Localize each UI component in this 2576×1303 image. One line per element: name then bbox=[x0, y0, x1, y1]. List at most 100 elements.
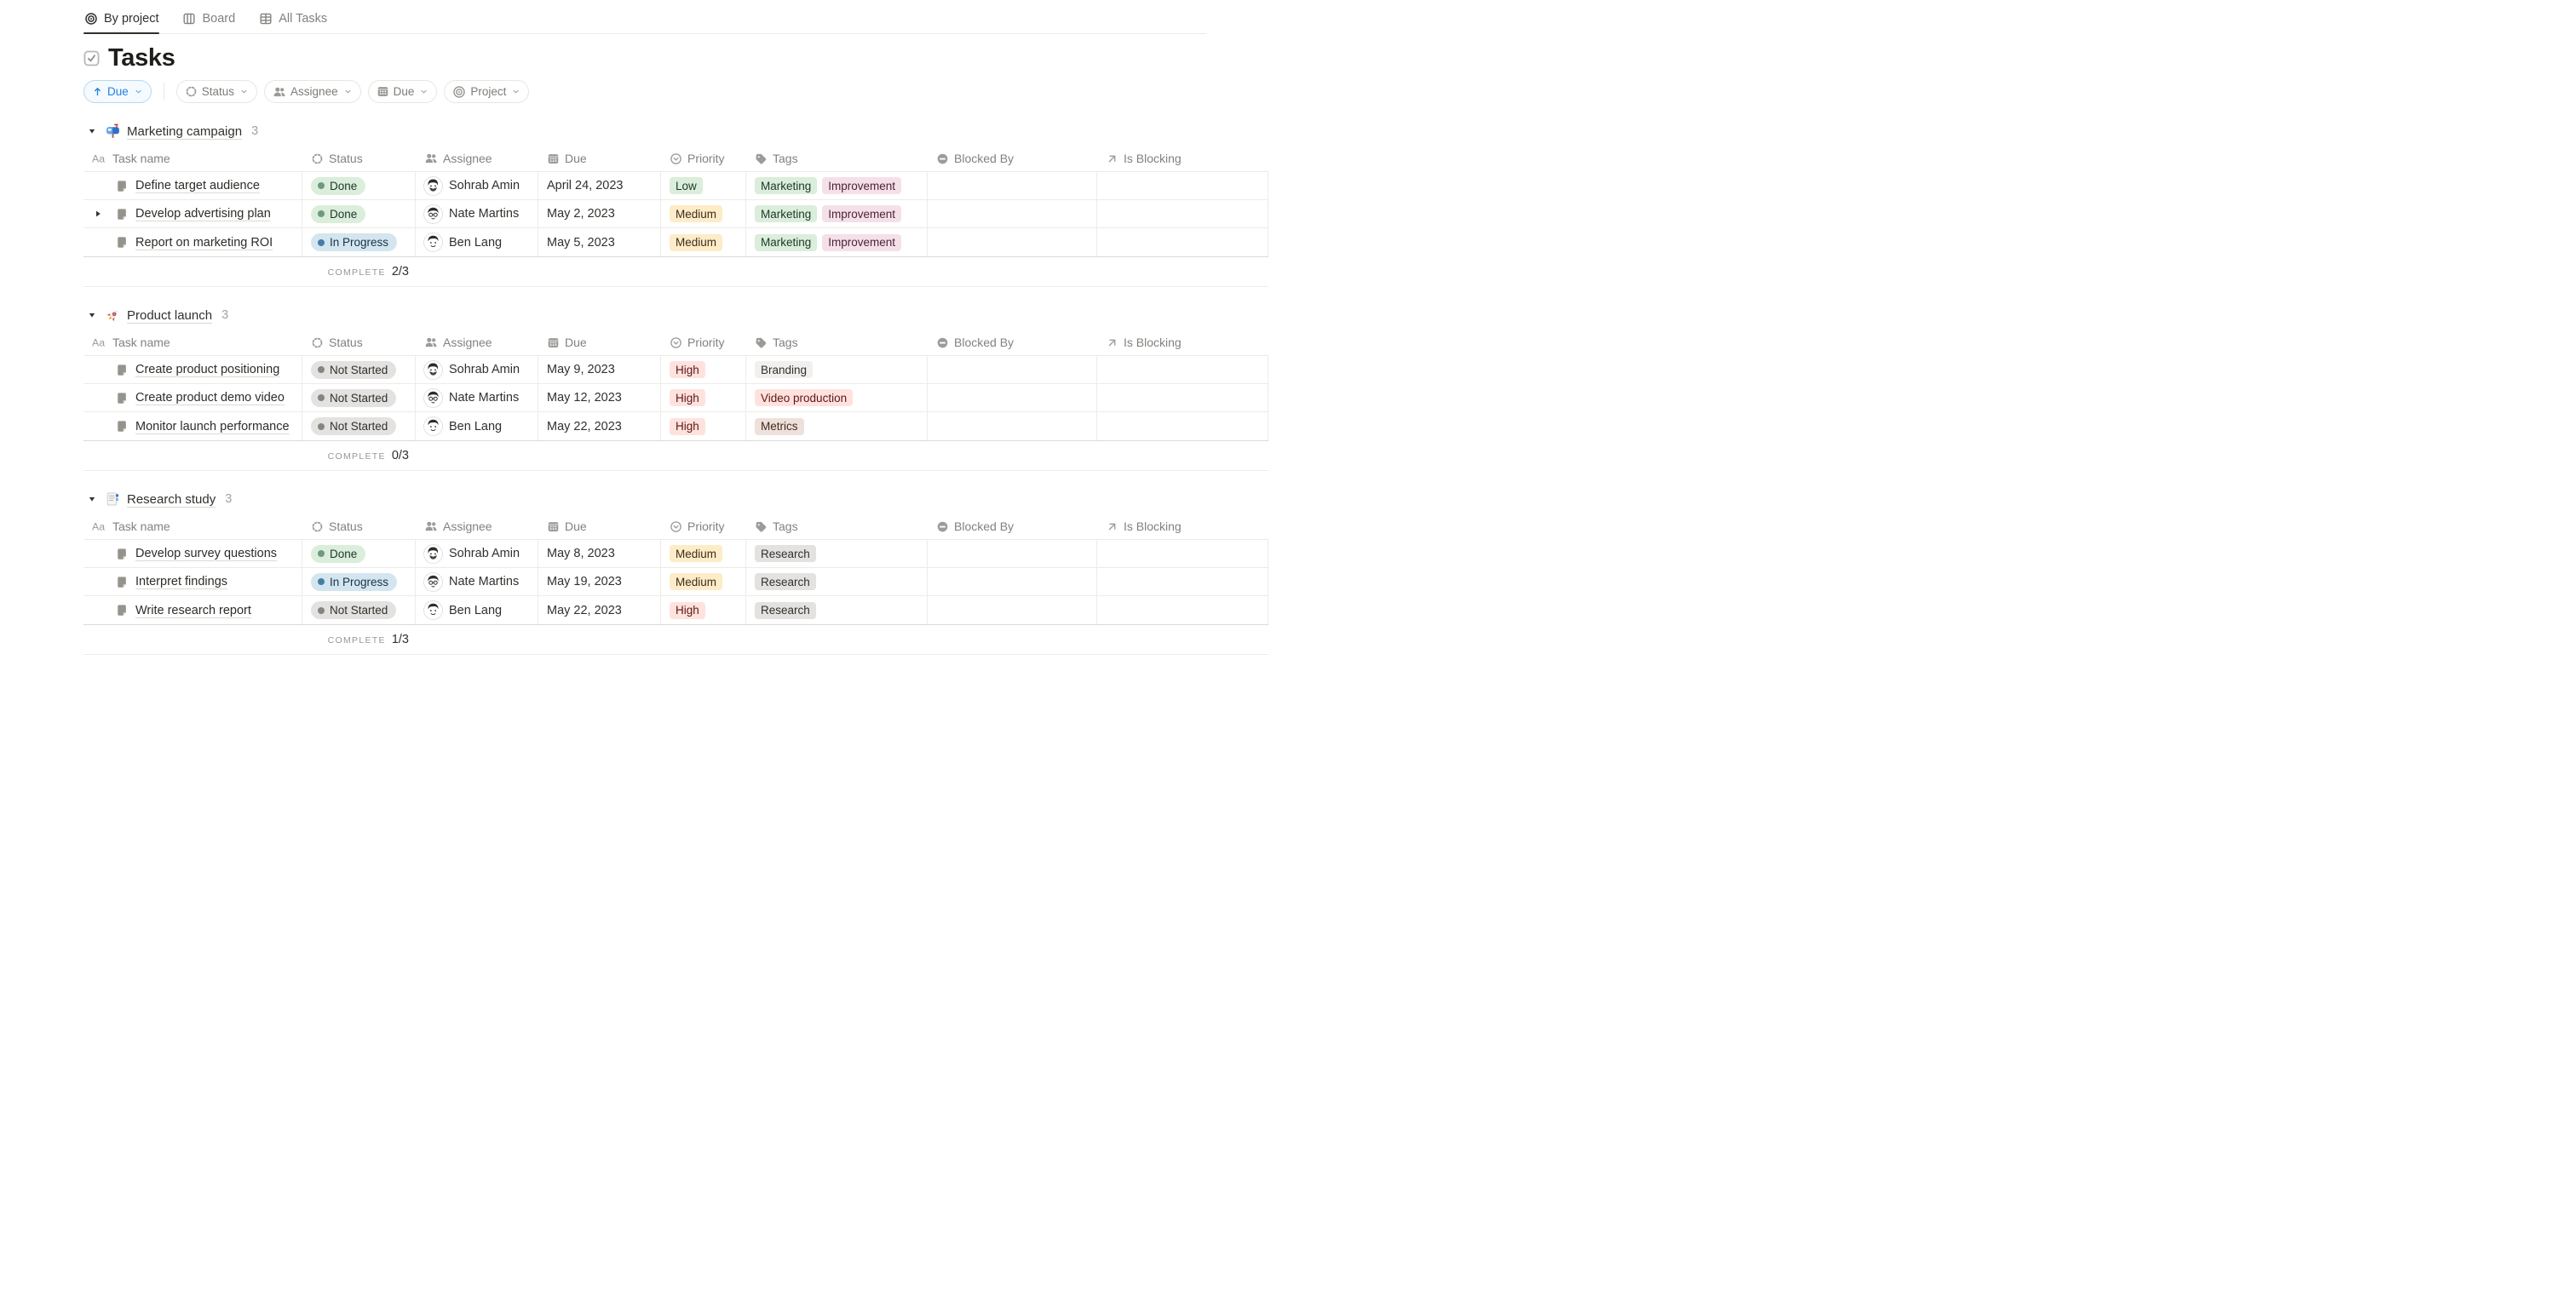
task-name-cell[interactable]: Create product positioning bbox=[83, 356, 302, 383]
blocked-by-cell[interactable] bbox=[928, 412, 1097, 440]
column-header-status[interactable]: Status bbox=[302, 514, 416, 539]
complete-aggregate[interactable]: COMPLETE 0/3 bbox=[83, 441, 416, 470]
priority-pill[interactable]: High bbox=[670, 417, 705, 435]
due-date-cell[interactable]: May 9, 2023 bbox=[538, 356, 661, 383]
task-name-cell[interactable]: Create product demo video bbox=[83, 384, 302, 411]
column-header-tags[interactable]: Tags bbox=[746, 330, 928, 355]
due-date-cell[interactable]: May 2, 2023 bbox=[538, 200, 661, 227]
tag-pill[interactable]: Marketing bbox=[755, 233, 818, 251]
priority-cell[interactable]: High bbox=[661, 384, 746, 411]
task-title[interactable]: Create product demo video bbox=[135, 391, 285, 405]
tag-pill[interactable]: Research bbox=[755, 545, 816, 562]
priority-cell[interactable]: High bbox=[661, 412, 746, 440]
column-header-due[interactable]: Due bbox=[538, 514, 661, 539]
priority-pill[interactable]: High bbox=[670, 601, 705, 619]
priority-cell[interactable]: Medium bbox=[661, 540, 746, 567]
status-cell[interactable]: Done bbox=[302, 200, 416, 227]
is-blocking-cell[interactable] bbox=[1097, 356, 1268, 383]
due-date-cell[interactable]: April 24, 2023 bbox=[538, 172, 661, 199]
status-pill[interactable]: In Progress bbox=[311, 572, 398, 591]
tags-cell[interactable]: Research bbox=[746, 568, 928, 595]
complete-aggregate[interactable]: COMPLETE 2/3 bbox=[83, 257, 416, 286]
status-cell[interactable]: In Progress bbox=[302, 228, 416, 256]
status-cell[interactable]: Not Started bbox=[302, 356, 416, 383]
priority-pill[interactable]: Medium bbox=[670, 233, 723, 251]
group-title[interactable]: Research study bbox=[127, 491, 216, 507]
tags-cell[interactable]: Research bbox=[746, 540, 928, 567]
assignee-cell[interactable]: Ben Lang bbox=[416, 596, 538, 624]
task-name-cell[interactable]: Develop survey questions bbox=[83, 540, 302, 567]
task-title[interactable]: Define target audience bbox=[135, 179, 260, 192]
task-title[interactable]: Develop advertising plan bbox=[135, 207, 271, 221]
task-title[interactable]: Write research report bbox=[135, 603, 251, 617]
task-title[interactable]: Create product positioning bbox=[135, 363, 280, 376]
status-pill[interactable]: Not Started bbox=[311, 388, 397, 407]
status-cell[interactable]: In Progress bbox=[302, 568, 416, 595]
filter-pill-assignee[interactable]: Assignee bbox=[264, 80, 361, 103]
is-blocking-cell[interactable] bbox=[1097, 412, 1268, 440]
column-header-due[interactable]: Due bbox=[538, 330, 661, 355]
task-title[interactable]: Report on marketing ROI bbox=[135, 235, 273, 250]
blocked-by-cell[interactable] bbox=[928, 568, 1097, 595]
status-cell[interactable]: Not Started bbox=[302, 384, 416, 411]
status-pill[interactable]: Done bbox=[311, 204, 366, 223]
column-header-is_blocking[interactable]: Is Blocking bbox=[1097, 330, 1268, 355]
priority-cell[interactable]: Medium bbox=[661, 228, 746, 256]
is-blocking-cell[interactable] bbox=[1097, 596, 1268, 624]
priority-pill[interactable]: High bbox=[670, 389, 705, 406]
page-title[interactable]: Tasks bbox=[108, 44, 175, 72]
column-header-is_blocking[interactable]: Is Blocking bbox=[1097, 514, 1268, 539]
is-blocking-cell[interactable] bbox=[1097, 200, 1268, 227]
priority-cell[interactable]: High bbox=[661, 356, 746, 383]
status-cell[interactable]: Not Started bbox=[302, 412, 416, 440]
priority-pill[interactable]: Medium bbox=[670, 205, 723, 222]
complete-aggregate[interactable]: COMPLETE 1/3 bbox=[83, 625, 416, 654]
tags-cell[interactable]: Marketing Improvement bbox=[746, 172, 928, 199]
filter-pill-project[interactable]: Project bbox=[444, 80, 530, 103]
blocked-by-cell[interactable] bbox=[928, 384, 1097, 411]
blocked-by-cell[interactable] bbox=[928, 356, 1097, 383]
tags-cell[interactable]: Marketing Improvement bbox=[746, 228, 928, 256]
column-header-tags[interactable]: Tags bbox=[746, 146, 928, 171]
due-date-cell[interactable]: May 5, 2023 bbox=[538, 228, 661, 256]
blocked-by-cell[interactable] bbox=[928, 200, 1097, 227]
group-collapse-toggle[interactable] bbox=[88, 495, 102, 503]
task-name-cell[interactable]: Report on marketing ROI bbox=[83, 228, 302, 256]
row-expand-toggle[interactable] bbox=[94, 210, 116, 218]
priority-cell[interactable]: Low bbox=[661, 172, 746, 199]
group-title[interactable]: Marketing campaign bbox=[127, 123, 243, 139]
task-name-cell[interactable]: Develop advertising plan bbox=[83, 200, 302, 227]
column-header-assignee[interactable]: Assignee bbox=[416, 514, 538, 539]
tags-cell[interactable]: Branding bbox=[746, 356, 928, 383]
task-title[interactable]: Monitor launch performance bbox=[135, 419, 290, 433]
priority-pill[interactable]: Medium bbox=[670, 545, 723, 562]
sort-pill-due[interactable]: Due bbox=[83, 80, 152, 103]
tag-pill[interactable]: Metrics bbox=[755, 417, 804, 435]
column-header-task[interactable]: Aa Task name bbox=[83, 146, 302, 171]
filter-pill-status[interactable]: Status bbox=[175, 80, 258, 103]
priority-pill[interactable]: Medium bbox=[670, 573, 723, 590]
assignee-cell[interactable]: Sohrab Amin bbox=[416, 356, 538, 383]
is-blocking-cell[interactable] bbox=[1097, 568, 1268, 595]
tags-cell[interactable]: Marketing Improvement bbox=[746, 200, 928, 227]
task-name-cell[interactable]: Monitor launch performance bbox=[83, 412, 302, 440]
blocked-by-cell[interactable] bbox=[928, 596, 1097, 624]
task-name-cell[interactable]: Write research report bbox=[83, 596, 302, 624]
tags-cell[interactable]: Video production bbox=[746, 384, 928, 411]
tab-all-tasks[interactable]: All Tasks bbox=[258, 12, 328, 33]
assignee-cell[interactable]: Nate Martins bbox=[416, 384, 538, 411]
tag-pill[interactable]: Improvement bbox=[822, 177, 902, 194]
blocked-by-cell[interactable] bbox=[928, 172, 1097, 199]
tag-pill[interactable]: Improvement bbox=[822, 233, 902, 251]
column-header-task[interactable]: Aa Task name bbox=[83, 330, 302, 355]
task-title[interactable]: Interpret findings bbox=[135, 575, 228, 588]
column-header-task[interactable]: Aa Task name bbox=[83, 514, 302, 539]
column-header-priority[interactable]: Priority bbox=[661, 146, 746, 171]
group-title[interactable]: Product launch bbox=[127, 307, 213, 323]
due-date-cell[interactable]: May 8, 2023 bbox=[538, 540, 661, 567]
column-header-due[interactable]: Due bbox=[538, 146, 661, 171]
status-cell[interactable]: Not Started bbox=[302, 596, 416, 624]
assignee-cell[interactable]: Nate Martins bbox=[416, 200, 538, 227]
column-header-is_blocking[interactable]: Is Blocking bbox=[1097, 146, 1268, 171]
group-collapse-toggle[interactable] bbox=[88, 311, 102, 319]
